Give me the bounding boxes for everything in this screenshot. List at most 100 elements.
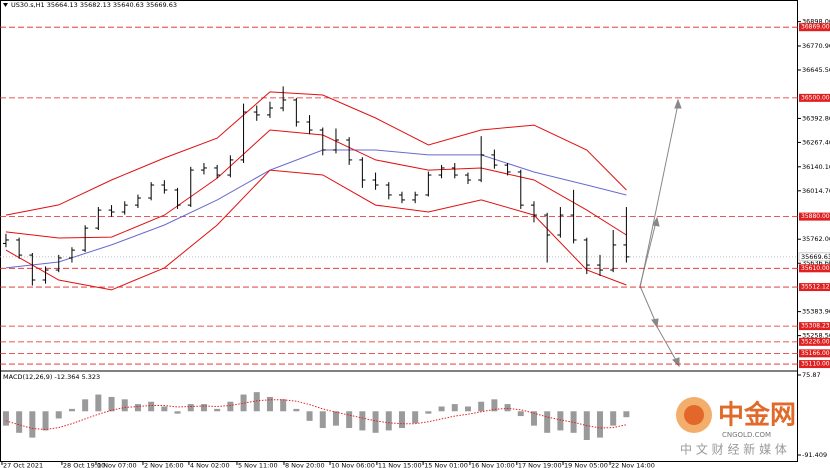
macd-bar — [68, 408, 75, 412]
plot-frame — [0, 0, 798, 462]
y-tick-label: 35762.00 — [802, 235, 830, 243]
projection-arrows — [639, 98, 682, 368]
macd-bar — [29, 411, 36, 438]
macd-bar — [280, 399, 287, 412]
macd-bar — [187, 404, 194, 412]
level-label: 35166.00 — [801, 350, 830, 357]
x-tick-label: 1 Nov 07:00 — [97, 462, 137, 468]
level-box — [799, 212, 830, 221]
macd-bar — [623, 411, 630, 418]
watermark: 中金网 CNGOLD.COM 中 文 财 经 新 媒 体 — [676, 397, 796, 457]
y-tick-label: 36645.50 — [802, 66, 830, 74]
y-tick-label: 36267.40 — [802, 138, 830, 146]
macd-bar — [148, 401, 155, 412]
x-tick-label: 11 Nov 15:00 — [378, 462, 422, 468]
level-box — [799, 264, 830, 273]
level-label: 36869.00 — [801, 24, 830, 31]
macd-bar — [161, 406, 168, 412]
macd-bar — [530, 411, 537, 426]
level-box — [799, 23, 830, 32]
macd-bar — [121, 399, 128, 412]
macd-bar — [174, 411, 181, 414]
y-tick-label: 36014.70 — [802, 187, 830, 195]
macd-bar — [240, 394, 247, 412]
macd-bar — [398, 411, 405, 429]
macd-bar — [464, 406, 471, 412]
macd-bar — [346, 411, 353, 429]
macd-bar — [557, 411, 564, 431]
menu-icon — [3, 3, 8, 7]
y-tick-label: 35258.50 — [802, 332, 830, 340]
y-tick-label: 36140.10 — [802, 163, 830, 171]
level-label: 35110.00 — [801, 361, 830, 368]
current-price-box — [798, 252, 830, 262]
macd-bar — [504, 404, 511, 412]
x-tick-label: 27 Oct 2021 — [3, 462, 43, 468]
macd-bar — [266, 396, 273, 412]
level-box — [799, 337, 830, 346]
x-tick-label: 17 Nov 19:00 — [518, 462, 562, 468]
macd-bar — [412, 411, 419, 424]
macd-bar — [570, 411, 577, 433]
y-tick-label: 36770.90 — [802, 42, 830, 50]
x-tick-label: 10 Nov 06:00 — [331, 462, 375, 468]
macd-bar — [293, 408, 300, 412]
macd-bar — [596, 411, 603, 438]
level-label: 35512.12 — [801, 284, 830, 291]
level-box — [799, 93, 830, 102]
level-box — [799, 360, 830, 369]
macd-bar — [438, 406, 445, 412]
site: CNGOLD.COM — [722, 431, 771, 439]
level-label: 35880.00 — [801, 213, 830, 220]
level-box — [799, 283, 830, 292]
macd-bar — [95, 394, 102, 412]
macd-bar — [82, 399, 89, 412]
macd-bar — [544, 411, 551, 433]
x-tick-label: 5 Nov 11:00 — [238, 462, 278, 468]
macd-bar — [517, 411, 524, 417]
macd-bar — [108, 396, 115, 412]
x-tick-label: 8 Nov 20:00 — [285, 462, 325, 468]
slogan: 中 文 财 经 新 媒 体 — [680, 442, 787, 457]
level-label: 35308.23 — [801, 323, 830, 330]
macd-bar — [42, 411, 49, 431]
macd-bar — [134, 404, 141, 412]
x-tick-label: 15 Nov 01:00 — [424, 462, 468, 468]
macd-tick-label: -91.409 — [802, 451, 827, 459]
macd-bar — [385, 411, 392, 431]
x-tick-label: 19 Nov 05:00 — [564, 462, 608, 468]
macd-bar — [319, 411, 326, 429]
x-tick-label: 4 Nov 02:00 — [190, 462, 230, 468]
macd-bar — [372, 411, 379, 433]
macd-bar — [491, 399, 498, 412]
y-tick-label: 36392.80 — [802, 114, 830, 122]
y-tick-label: 35383.90 — [802, 308, 830, 316]
x-tick-label: 2 Nov 16:00 — [144, 462, 184, 468]
macd-bar — [55, 411, 62, 419]
chart-header: US30.s,H1 35664.13 35682.13 35640.63 356… — [11, 1, 177, 9]
macd-bar — [451, 404, 458, 412]
macd-label: MACD(12,26,9) -12.364 5.323 — [3, 373, 100, 381]
x-tick-label: 16 Nov 10:00 — [471, 462, 515, 468]
macd-bar — [610, 411, 617, 426]
bollinger-upper — [5, 91, 627, 216]
macd-bar — [214, 408, 221, 412]
macd-bar — [478, 401, 485, 412]
x-tick-label: 22 Nov 14:00 — [611, 462, 655, 468]
macd-bar — [253, 392, 260, 412]
level-label: 35226.00 — [801, 338, 830, 345]
y-tick-label: 35636.60 — [802, 259, 830, 267]
macd-tick-label: 75.87 — [802, 371, 821, 379]
macd-bar — [332, 411, 339, 426]
level-box — [799, 322, 830, 331]
level-label: 35610.00 — [801, 265, 830, 272]
level-label: 36500.00 — [801, 94, 830, 101]
y-tick-label: 36898.00 — [802, 18, 830, 26]
level-box — [799, 349, 830, 358]
macd-bar — [200, 404, 207, 412]
brand: 中金网 — [718, 400, 796, 431]
macd-bar — [2, 411, 9, 426]
current-price-label: 35669.63 — [801, 253, 830, 261]
